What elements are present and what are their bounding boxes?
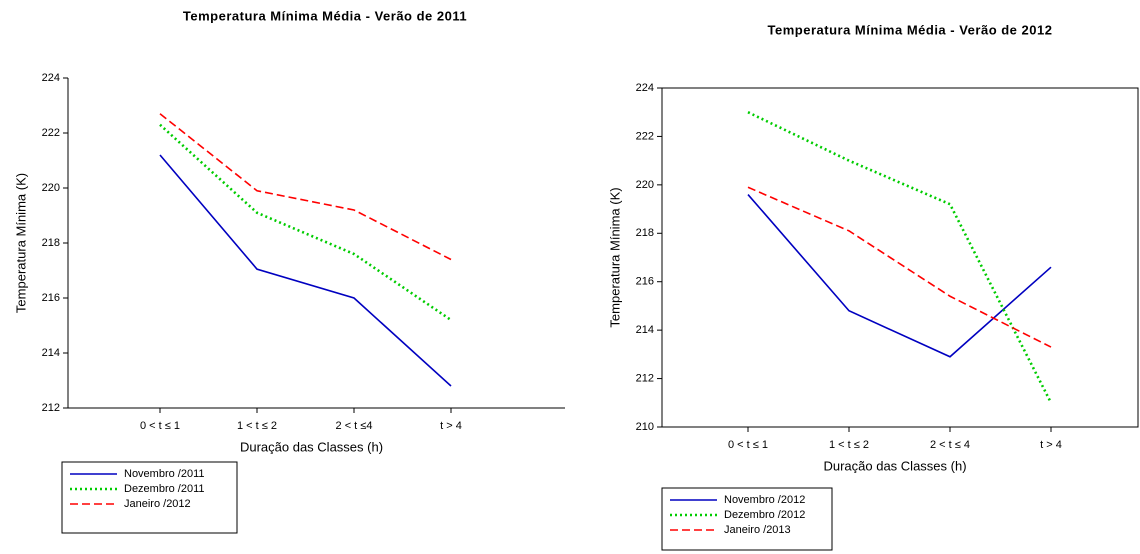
y-axis-title: Temperatura Mínima (K) [13,173,28,313]
y-tick-label: 220 [42,182,60,194]
x-tick-label: 1 < t ≤ 2 [237,420,277,432]
series-line [159,113,452,261]
y-tick-label: 222 [42,127,60,139]
y-tick-label: 212 [636,372,654,384]
plot-frame [661,87,1139,428]
series-line [159,154,452,387]
y-tick-label: 214 [42,347,60,359]
y-tick-label: 224 [636,82,654,94]
legend-label: Novembro /2011 [124,468,205,480]
legend-label: Dezembro /2012 [724,509,805,521]
legend-label: Janeiro /2012 [124,498,191,510]
series-line [747,111,1053,404]
series-line [747,194,1052,358]
y-tick-label: 216 [636,276,654,288]
y-tick-label: 214 [636,324,654,336]
x-axis-title: Duração das Classes (h) [823,458,966,473]
y-tick-label: 218 [42,237,60,249]
y-tick-label: 218 [636,227,654,239]
series-line [747,186,1052,348]
x-tick-label: 0 < t ≤ 1 [140,420,180,432]
x-axis-title: Duração das Classes (h) [240,439,383,454]
y-tick-label: 216 [42,292,60,304]
y-tick-label: 220 [636,179,654,191]
legend-box [661,487,833,551]
chart-title: Temperatura Mínima Média - Verão de 2011 [183,8,467,23]
legend-label: Janeiro /2013 [724,524,791,536]
x-tick-label: t > 4 [1040,439,1062,451]
x-tick-label: t > 4 [440,420,462,432]
chart-title: Temperatura Mínima Média - Verão de 2012 [768,22,1053,37]
y-tick-label: 222 [636,130,654,142]
legend-label: Dezembro /2011 [124,483,205,495]
x-tick-label: 2 < t ≤4 [336,420,373,432]
y-tick-label: 224 [42,72,60,84]
x-tick-label: 0 < t ≤ 1 [728,439,768,451]
x-tick-label: 1 < t ≤ 2 [829,439,869,451]
x-tick-label: 2 < t ≤ 4 [930,439,970,451]
legend-label: Novembro /2012 [724,494,805,506]
series-line [159,123,452,322]
y-tick-label: 210 [636,421,654,433]
y-axis-title: Temperatura Mínima (K) [607,187,622,327]
y-tick-label: 212 [42,402,60,414]
